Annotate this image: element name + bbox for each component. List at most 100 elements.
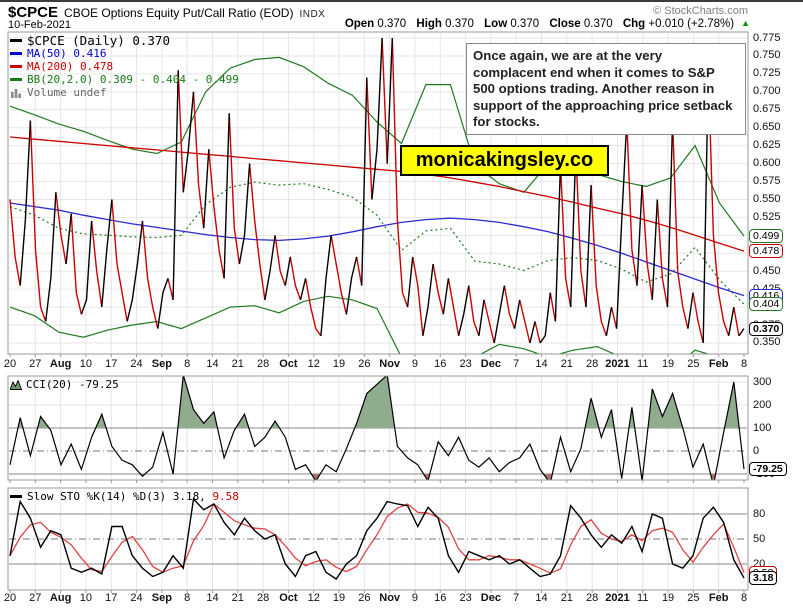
exchange-label: INDX [299, 9, 326, 20]
high-value: 0.370 [445, 18, 474, 30]
x-axis-label: 19 [332, 358, 346, 370]
main-y-tick: 0.675 [753, 103, 781, 116]
x-axis-label: 11 [637, 592, 649, 604]
x-axis-label: 23 [459, 592, 472, 604]
close-value: 0.370 [583, 18, 613, 30]
legend-ma200-label: MA(200) 0.478 [27, 60, 114, 73]
legend-ma50: MA(50) 0.416 [10, 47, 239, 60]
legend-cci: CCI(20) -79.25 [10, 378, 119, 391]
sto-last-value-badge: 3.18 [749, 571, 778, 586]
x-axis-label: 28 [256, 358, 270, 370]
x-axis-label: Nov [379, 358, 401, 370]
price-line-swatch-icon [10, 39, 22, 42]
x-axis-label: 17 [105, 358, 118, 370]
x-axis-label: 27 [29, 592, 42, 604]
x-axis-label: 11 [637, 358, 649, 370]
open-value: 0.370 [377, 18, 407, 30]
x-axis-label: 9 [411, 592, 419, 604]
x-axis-label: 24 [130, 358, 143, 370]
bb-line-swatch-icon [10, 78, 22, 81]
x-axis-label: 17 [105, 592, 118, 604]
x-axis-label: Dec [480, 592, 501, 604]
x-axis-label: 28 [586, 592, 599, 604]
sto-panel-border [7, 487, 749, 591]
watermark: monicakingsley.co [400, 145, 609, 176]
x-axis-label: 21 [231, 358, 244, 370]
x-axis-label: Oct [279, 358, 298, 370]
x-axis-label: 7 [513, 358, 520, 370]
x-axis-label: 27 [29, 358, 42, 370]
main-last-value-badge: 0.478 [749, 244, 784, 259]
x-axis-label: Aug [49, 358, 72, 370]
cci-panel-legend: CCI(20) -79.25 [10, 378, 119, 391]
main-y-tick: 0.725 [753, 67, 781, 80]
x-axis-label: Sep [151, 592, 172, 604]
x-axis-label: 16 [434, 592, 447, 604]
x-axis-label: 14 [535, 358, 548, 370]
x-axis-label: Sep [151, 358, 172, 370]
symbol-title: CBOE Options Equity Put/Call Ratio (EOD) [64, 6, 294, 20]
cci-last-value-badge: -79.25 [749, 462, 787, 477]
main-y-tick: 0.550 [753, 192, 781, 205]
main-last-value-badge: 0.499 [749, 229, 784, 244]
main-y-tick: 0.350 [753, 336, 781, 349]
x-axis-label: 12 [307, 358, 320, 370]
price-panel-border [7, 31, 749, 355]
symbol-label: $CPCE [8, 4, 59, 21]
x-axis-label: Feb [708, 592, 729, 604]
legend-cci-label: CCI(20) -79.25 [26, 378, 119, 391]
legend-ma200: MA(200) 0.478 [10, 60, 239, 73]
volume-bars-icon [11, 88, 21, 98]
main-y-tick: 0.775 [753, 31, 781, 44]
x-axis-label: 19 [332, 592, 346, 604]
x-axis-label: Nov [379, 592, 401, 604]
ohlc-readout: Open 0.370 High 0.370 Low 0.370 Close 0.… [345, 18, 750, 30]
x-axis-label: 20 [3, 592, 17, 604]
main-y-tick: 0.750 [753, 49, 781, 62]
low-label: Low [484, 18, 508, 30]
x-axis-label: 25 [687, 592, 700, 604]
price-up-segments [19, 37, 745, 344]
legend-sto-d-value: 9.58 [212, 490, 239, 503]
x-axis-label: 7 [513, 592, 520, 604]
x-axis-label: 14 [206, 592, 219, 604]
sto-y-tick: 50 [753, 532, 766, 545]
x-axis-label: 24 [130, 592, 143, 604]
main-y-tick: 0.650 [753, 121, 781, 134]
annotation-note: Once again, we are at the very complacen… [466, 43, 746, 135]
x-axis-label: 21 [560, 358, 573, 370]
x-axis-label: 8 [740, 592, 748, 604]
x-axis-label: 10 [79, 358, 93, 370]
main-last-value-badge: 0.370 [749, 321, 784, 336]
main-y-tick: 0.625 [753, 139, 781, 152]
x-axis-label: 26 [358, 358, 371, 370]
legend-ma50-label: MA(50) 0.416 [27, 47, 107, 60]
cci-y-tick: 100 [753, 421, 772, 434]
x-axis-label: 2021 [605, 592, 630, 604]
main-y-tick: 0.700 [753, 85, 781, 98]
cci-series-group [9, 376, 745, 480]
x-axis-label: 26 [358, 592, 371, 604]
chart-header: $CPCE CBOE Options Equity Put/Call Ratio… [8, 4, 325, 21]
x-axis-label: Feb [708, 358, 729, 370]
main-y-tick: 0.575 [753, 175, 781, 188]
open-label: Open [344, 18, 375, 30]
sto-series-group [9, 497, 745, 580]
x-axis-label: 19 [661, 358, 675, 370]
x-axis-label: 28 [256, 592, 270, 604]
x-axis-label: 21 [231, 592, 244, 604]
legend-bb: BB(20,2.0) 0.309 - 0.404 - 0.499 [10, 73, 239, 86]
cci-area-icon [10, 379, 22, 390]
ma200-line-swatch-icon [10, 65, 22, 68]
high-label: High [416, 18, 442, 30]
x-axis-label: 19 [661, 592, 675, 604]
main-y-tick: 0.450 [753, 264, 781, 277]
chart-date: 10-Feb-2021 [8, 19, 71, 31]
ma50-line-swatch-icon [10, 52, 22, 55]
legend-sto: Slow STO %K(14) %D(3) 3.18, 9.58 [10, 490, 239, 503]
x-axis-label: 25 [687, 358, 700, 370]
sto-y-tick: 80 [753, 507, 766, 520]
chg-value: +0.010 (+2.78%) [648, 18, 735, 30]
legend-volume-label: Volume undef [27, 86, 107, 99]
